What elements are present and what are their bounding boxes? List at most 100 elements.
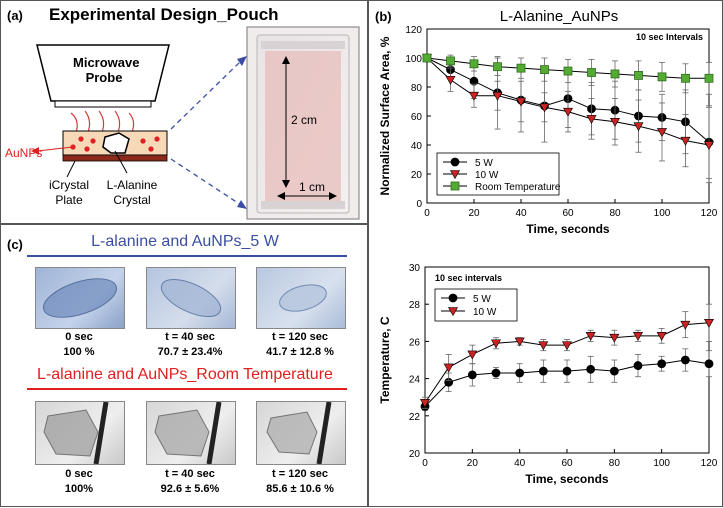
caption-rt-40s-time: t = 40 sec: [165, 468, 215, 480]
y-tick-label: 26: [409, 337, 421, 348]
x-tick-label: 100: [653, 458, 670, 469]
legend-label: Room Temperature: [475, 182, 561, 193]
data-point: [491, 368, 501, 378]
x-tick-label: 0: [422, 458, 428, 469]
data-point: [422, 53, 432, 63]
data-point: [469, 59, 479, 69]
microwave-probe-shape: [36, 44, 170, 102]
data-point: [656, 332, 667, 341]
data-point: [419, 398, 431, 408]
crystal-photo-5w-120s: [256, 267, 346, 329]
y-tick-label: 40: [411, 141, 423, 152]
data-point: [633, 122, 644, 132]
caption-rt-120s-time: t = 120 sec: [272, 468, 328, 480]
data-point: [493, 62, 502, 72]
crystal-label-line2: Crystal: [113, 193, 151, 207]
panel-b-label: (b): [375, 9, 392, 24]
y-tick-label: 80: [411, 83, 423, 94]
data-point: [538, 341, 549, 351]
data-point: [563, 66, 573, 76]
caption-5w-120s-value: 41.7 ± 12.8 %: [266, 346, 334, 358]
crystal-photo-5w-0s: [35, 267, 125, 329]
crystal-photo-rt-0s: [35, 401, 125, 465]
x-tick-label: 60: [561, 458, 573, 469]
probe-label-line1: Microwave: [73, 55, 140, 70]
data-point: [681, 73, 690, 83]
caption-rt-0s-value: 100%: [64, 483, 94, 495]
plate-label-line2: Plate: [55, 193, 83, 207]
y-axis-label: Normalized Surface Area, %: [378, 36, 392, 195]
x-tick-label: 120: [701, 458, 718, 469]
data-point: [443, 363, 454, 373]
data-point: [562, 107, 574, 117]
plate-label: iCrystal Plate: [41, 178, 97, 208]
legend-marker: [449, 170, 461, 180]
data-point: [657, 359, 667, 369]
panel-b: (b) 0 20 40 60 80 100 120 0 20 40 60 80 100 120 Time, …: [368, 0, 723, 507]
icrystal-plate-shape: [62, 154, 168, 162]
data-point: [467, 370, 477, 380]
legend-marker: [447, 307, 459, 317]
data-point: [539, 103, 550, 113]
data-point: [704, 73, 714, 83]
data-point: [609, 333, 620, 343]
crystal-photo-rt-40s: [146, 401, 236, 465]
data-point: [561, 341, 573, 351]
x-tick-label: 100: [654, 208, 671, 219]
data-point: [657, 72, 667, 82]
data-point: [516, 63, 526, 73]
legend-label: 10 W: [475, 170, 499, 181]
data-point: [562, 366, 572, 376]
caption-5w-120s-time: t = 120 sec: [272, 331, 328, 343]
data-point: [467, 350, 478, 360]
data-point: [446, 56, 455, 66]
chart-annotation: 10 sec intervals: [435, 273, 502, 283]
data-point: [468, 91, 480, 101]
x-tick-label: 60: [562, 208, 574, 219]
data-point: [680, 320, 691, 330]
data-point: [703, 319, 715, 328]
panel-c: (c) L-alanine and AuNPs_5 W 0 sec 100 % …: [0, 224, 368, 507]
data-point: [633, 361, 643, 370]
surface-area-chart: 0 20 40 60 80 100 120 0 20 40 60 80 100 120 Time, seco…: [378, 8, 718, 236]
data-point: [586, 115, 597, 125]
caption-5w-0s-time: 0 sec: [65, 331, 93, 343]
x-tick-label: 40: [515, 208, 527, 219]
chart-title: L-Alanine_AuNPs: [500, 8, 618, 25]
subtitle-room-temp: L-alanine and AuNPs_Room Temperature: [37, 366, 333, 383]
setup-diagram: [31, 26, 360, 220]
panel-a-title: Experimental Design_Pouch: [49, 5, 279, 24]
legend-box: [434, 288, 518, 322]
dimension-height: 2 cm: [291, 113, 318, 127]
caption-5w-0s-value: 100 %: [63, 346, 95, 358]
y-axis-label: Temperature, C: [378, 316, 392, 403]
panel-c-label: (c): [7, 237, 23, 252]
caption-rt-0s-time: 0 sec: [65, 468, 93, 480]
x-tick-label: 20: [468, 208, 480, 219]
x-tick-label: 40: [514, 458, 526, 469]
legend-marker: [450, 157, 460, 167]
legend-label: 5 W: [475, 158, 493, 169]
caption-5w-40s-time: t = 40 sec: [165, 331, 215, 343]
y-tick-label: 28: [409, 300, 421, 311]
divider-room-temp: [27, 388, 347, 390]
data-point: [538, 366, 548, 376]
data-point: [609, 366, 619, 376]
x-tick-label: 80: [609, 208, 621, 219]
y-tick-label: 24: [409, 375, 421, 386]
data-point: [587, 68, 596, 77]
x-axis-label: Time, seconds: [525, 472, 608, 486]
data-point: [515, 368, 525, 378]
subtitle-5w: L-alanine and AuNPs_5 W: [91, 233, 279, 250]
data-point: [609, 118, 621, 127]
crystal-photo-5w-40s: [146, 267, 236, 329]
x-tick-label: 20: [467, 458, 479, 469]
data-point: [492, 91, 503, 101]
x-tick-label: 0: [424, 208, 430, 219]
data-point: [490, 339, 502, 349]
data-point: [610, 69, 620, 79]
data-point: [704, 359, 714, 369]
data-point: [514, 337, 525, 347]
x-tick-label: 80: [609, 458, 621, 469]
